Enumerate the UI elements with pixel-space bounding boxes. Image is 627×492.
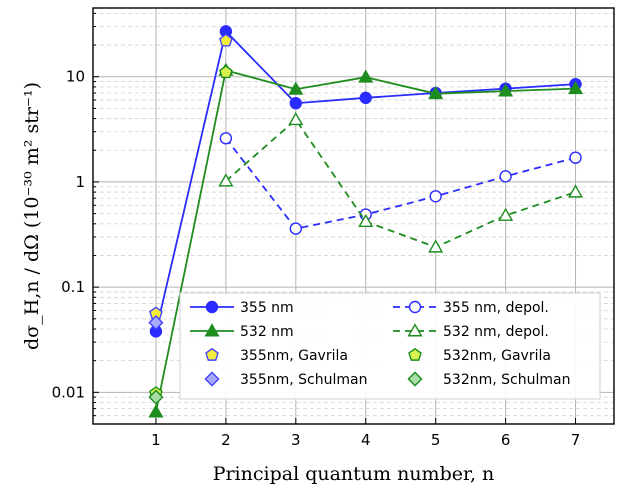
data-point bbox=[568, 184, 584, 198]
legend-label: 532 nm, depol. bbox=[443, 324, 549, 340]
legend-label: 532 nm bbox=[240, 324, 294, 340]
x-axis-label: Principal quantum number, n bbox=[213, 463, 495, 485]
data-point bbox=[569, 151, 582, 164]
data-point bbox=[358, 69, 374, 83]
data-point bbox=[358, 213, 374, 228]
legend-marker bbox=[408, 347, 422, 361]
x-tick-label: 5 bbox=[431, 431, 441, 449]
data-point bbox=[219, 65, 233, 79]
x-tick-label: 6 bbox=[501, 431, 511, 449]
series-532-nm-depol bbox=[218, 112, 584, 253]
legend-marker bbox=[205, 300, 219, 314]
x-tick-label: 4 bbox=[361, 431, 371, 449]
legend-item: 532nm, Gavrila bbox=[408, 347, 551, 364]
data-point bbox=[288, 112, 304, 126]
legend-label: 355 nm, depol. bbox=[443, 300, 549, 316]
legend-item: 355 nm, depol. bbox=[393, 300, 549, 316]
series-355nm-schulman bbox=[148, 315, 164, 331]
data-point bbox=[568, 80, 584, 95]
y-axis-label: dσ_H,n / dΩ (10⁻³⁰ m² str⁻¹) bbox=[21, 82, 43, 350]
legend-marker bbox=[407, 323, 423, 337]
data-point bbox=[499, 170, 512, 183]
data-point bbox=[289, 222, 303, 235]
data-point bbox=[428, 239, 444, 253]
y-tick-label: 0.01 bbox=[52, 383, 85, 401]
data-point bbox=[359, 91, 372, 105]
data-point bbox=[148, 315, 164, 331]
data-point bbox=[218, 173, 234, 187]
legend-item: 355nm, Gavrila bbox=[205, 347, 348, 364]
x-tick-label: 1 bbox=[151, 431, 161, 449]
y-tick-label: 1 bbox=[75, 173, 85, 191]
y-tick-label: 10 bbox=[66, 68, 85, 86]
legend-marker bbox=[204, 323, 220, 337]
legend-item: 532 nm bbox=[190, 323, 294, 340]
data-point bbox=[289, 97, 303, 110]
legend-marker bbox=[408, 300, 422, 314]
legend-item: 355nm, Schulman bbox=[204, 371, 367, 388]
legend-label: 532nm, Gavrila bbox=[443, 348, 551, 364]
data-point bbox=[148, 404, 164, 418]
data-point bbox=[148, 389, 164, 405]
legend-label: 355nm, Gavrila bbox=[240, 348, 348, 364]
plot-area bbox=[148, 25, 584, 418]
data-point bbox=[498, 207, 514, 221]
legend-item: 532 nm, depol. bbox=[393, 323, 549, 340]
legend-marker bbox=[407, 371, 423, 387]
legend-item: 355 nm bbox=[190, 300, 294, 316]
data-point bbox=[219, 132, 233, 145]
data-point bbox=[219, 33, 233, 47]
data-point bbox=[498, 83, 514, 97]
series-532nm-schulman bbox=[148, 389, 164, 405]
legend-item: 532nm, Schulman bbox=[407, 371, 570, 388]
data-point bbox=[288, 81, 304, 95]
legend-label: 532nm, Schulman bbox=[443, 372, 570, 388]
data-point bbox=[428, 85, 444, 100]
legend-marker bbox=[205, 347, 219, 361]
data-point bbox=[429, 190, 442, 203]
x-axis-label-text: Principal quantum number, n bbox=[213, 463, 495, 485]
legend-marker bbox=[204, 371, 220, 387]
y-tick-label: 0.1 bbox=[61, 278, 85, 296]
legend-label: 355nm, Schulman bbox=[240, 372, 367, 388]
x-tick-label: 3 bbox=[291, 431, 301, 449]
legend-label: 355 nm bbox=[240, 300, 294, 316]
series-line bbox=[225, 137, 576, 230]
x-tick-label: 7 bbox=[571, 431, 581, 449]
x-tick-label: 2 bbox=[221, 431, 231, 449]
axis-ticks: 1 2 3 4 5 6 7 0.01 0.1 1 10 bbox=[52, 12, 581, 449]
legend-box bbox=[179, 292, 601, 400]
legend: 355 nm 355 nm, depol. 532 nm 532 nm, depol.… bbox=[179, 292, 601, 400]
plot-frame bbox=[92, 7, 615, 425]
series-355-nm-depol bbox=[219, 132, 582, 235]
series-line bbox=[225, 118, 576, 249]
